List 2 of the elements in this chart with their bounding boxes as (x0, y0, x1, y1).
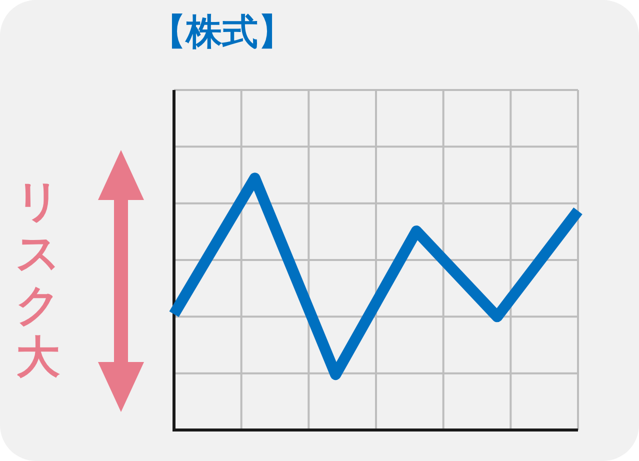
chart-title: 【株式】 (150, 11, 294, 55)
y-axis-title: リスク大 (14, 176, 62, 384)
